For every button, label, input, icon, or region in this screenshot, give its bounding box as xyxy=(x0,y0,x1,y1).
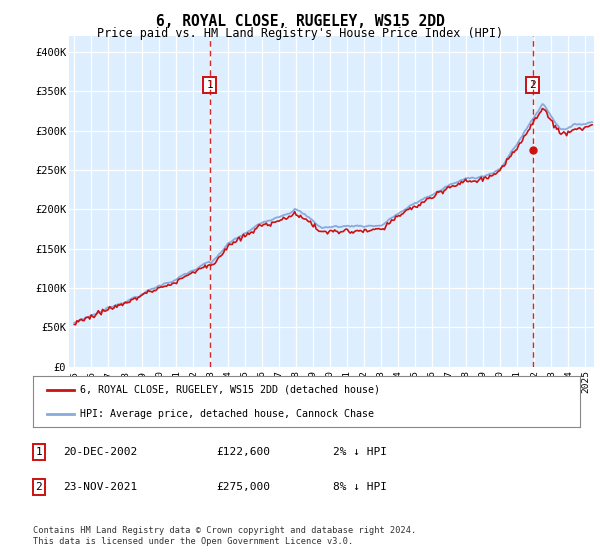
Text: 1: 1 xyxy=(206,80,214,90)
Text: 6, ROYAL CLOSE, RUGELEY, WS15 2DD: 6, ROYAL CLOSE, RUGELEY, WS15 2DD xyxy=(155,14,445,29)
Text: Price paid vs. HM Land Registry's House Price Index (HPI): Price paid vs. HM Land Registry's House … xyxy=(97,27,503,40)
Text: 2% ↓ HPI: 2% ↓ HPI xyxy=(333,447,387,457)
Text: 1: 1 xyxy=(35,447,43,457)
Text: Contains HM Land Registry data © Crown copyright and database right 2024.
This d: Contains HM Land Registry data © Crown c… xyxy=(33,526,416,546)
Text: £275,000: £275,000 xyxy=(216,482,270,492)
Text: 6, ROYAL CLOSE, RUGELEY, WS15 2DD (detached house): 6, ROYAL CLOSE, RUGELEY, WS15 2DD (detac… xyxy=(80,385,380,395)
Text: HPI: Average price, detached house, Cannock Chase: HPI: Average price, detached house, Cann… xyxy=(80,409,374,419)
Text: £122,600: £122,600 xyxy=(216,447,270,457)
Text: 20-DEC-2002: 20-DEC-2002 xyxy=(63,447,137,457)
Text: 2: 2 xyxy=(530,80,536,90)
Text: 2: 2 xyxy=(35,482,43,492)
Text: 8% ↓ HPI: 8% ↓ HPI xyxy=(333,482,387,492)
Text: 23-NOV-2021: 23-NOV-2021 xyxy=(63,482,137,492)
